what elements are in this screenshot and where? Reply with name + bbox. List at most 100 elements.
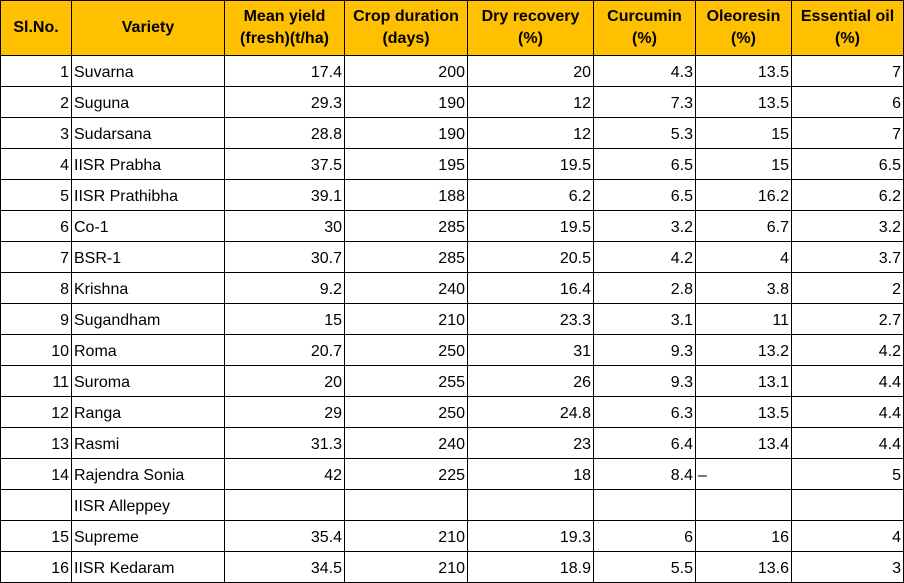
cell-mean-yield: 30 <box>224 210 345 242</box>
cell-curcumin: 6 <box>593 520 696 552</box>
cell-sl-no: 4 <box>0 148 72 180</box>
cell-crop-duration: 255 <box>344 365 468 397</box>
cell-oleoresin: 16 <box>695 520 792 552</box>
cell-dry-recovery: 26 <box>467 365 594 397</box>
cell-oleoresin: 13.5 <box>695 55 792 87</box>
cell-essential-oil: 3 <box>791 551 904 583</box>
cell-dry-recovery: 19.3 <box>467 520 594 552</box>
cell-essential-oil <box>791 489 904 521</box>
cell-mean-yield: 34.5 <box>224 551 345 583</box>
cell-curcumin: 5.5 <box>593 551 696 583</box>
cell-oleoresin: 13.5 <box>695 396 792 428</box>
table-row: 11 Suroma 20 255 26 9.3 13.1 4.4 <box>0 365 904 397</box>
header-oleoresin-line1: Oleoresin <box>706 8 781 25</box>
cell-crop-duration: 195 <box>344 148 468 180</box>
cell-mean-yield: 28.8 <box>224 117 345 149</box>
cell-essential-oil: 6 <box>791 86 904 118</box>
cell-oleoresin: 6.7 <box>695 210 792 242</box>
cell-curcumin: 4.3 <box>593 55 696 87</box>
cell-dry-recovery: 23 <box>467 427 594 459</box>
cell-dry-recovery: 12 <box>467 117 594 149</box>
cell-crop-duration: 188 <box>344 179 468 211</box>
cell-dry-recovery: 6.2 <box>467 179 594 211</box>
cell-mean-yield: 17.4 <box>224 55 345 87</box>
cell-oleoresin: 13.1 <box>695 365 792 397</box>
cell-oleoresin: – <box>695 458 792 490</box>
cell-dry-recovery: 12 <box>467 86 594 118</box>
cell-crop-duration: 200 <box>344 55 468 87</box>
cell-sl-no: 1 <box>0 55 72 87</box>
cell-mean-yield: 9.2 <box>224 272 345 304</box>
cell-curcumin: 6.3 <box>593 396 696 428</box>
cell-mean-yield: 31.3 <box>224 427 345 459</box>
cell-curcumin: 4.2 <box>593 241 696 273</box>
cell-dry-recovery: 19.5 <box>467 148 594 180</box>
cell-mean-yield: 29.3 <box>224 86 345 118</box>
cell-sl-no: 2 <box>0 86 72 118</box>
cell-curcumin: 6.4 <box>593 427 696 459</box>
cell-sl-no <box>0 489 72 521</box>
header-curcumin: Curcumin (%) <box>593 0 696 56</box>
cell-variety: Sudarsana <box>71 117 225 149</box>
table-row: 12 Ranga 29 250 24.8 6.3 13.5 4.4 <box>0 396 904 428</box>
table-row: 10 Roma 20.7 250 31 9.3 13.2 4.2 <box>0 334 904 366</box>
cell-crop-duration: 285 <box>344 241 468 273</box>
cell-variety: IISR Prabha <box>71 148 225 180</box>
cell-variety: IISR Kedaram <box>71 551 225 583</box>
cell-variety: Ranga <box>71 396 225 428</box>
cell-oleoresin <box>695 489 792 521</box>
table-body: 1 Suvarna 17.4 200 20 4.3 13.5 7 2 Suguna 29.3 190… <box>0 55 904 583</box>
header-curcumin-line2: (%) <box>632 30 657 47</box>
cell-variety: Rasmi <box>71 427 225 459</box>
cell-dry-recovery <box>467 489 594 521</box>
header-curcumin-line1: Curcumin <box>607 8 682 25</box>
cell-curcumin: 5.3 <box>593 117 696 149</box>
cell-crop-duration: 250 <box>344 396 468 428</box>
cell-oleoresin: 15 <box>695 117 792 149</box>
cell-mean-yield: 42 <box>224 458 345 490</box>
cell-variety: Supreme <box>71 520 225 552</box>
cell-sl-no: 13 <box>0 427 72 459</box>
cell-oleoresin: 4 <box>695 241 792 273</box>
table-row: 2 Suguna 29.3 190 12 7.3 13.5 6 <box>0 86 904 118</box>
table-header: Sl.No. Variety Mean yield (fresh)(t/ha) C… <box>0 0 904 56</box>
table-row: 16 IISR Kedaram 34.5 210 18.9 5.5 13.6 3 <box>0 551 904 583</box>
header-sl-no: Sl.No. <box>0 0 72 56</box>
header-crop-duration: Crop duration (days) <box>344 0 468 56</box>
header-mean-yield-line1: Mean yield <box>243 8 326 25</box>
cell-curcumin: 3.2 <box>593 210 696 242</box>
cell-essential-oil: 4.4 <box>791 396 904 428</box>
header-sl-no-label: Sl.No. <box>13 19 59 36</box>
table-row: 15 Supreme 35.4 210 19.3 6 16 4 <box>0 520 904 552</box>
cell-oleoresin: 13.2 <box>695 334 792 366</box>
cell-essential-oil: 3.2 <box>791 210 904 242</box>
cell-variety: Krishna <box>71 272 225 304</box>
header-variety: Variety <box>71 0 225 56</box>
cell-mean-yield: 20 <box>224 365 345 397</box>
cell-curcumin: 6.5 <box>593 148 696 180</box>
cell-essential-oil: 7 <box>791 55 904 87</box>
cell-essential-oil: 4 <box>791 520 904 552</box>
cell-mean-yield: 30.7 <box>224 241 345 273</box>
header-essential-oil-line2: (%) <box>835 30 860 47</box>
cell-oleoresin: 16.2 <box>695 179 792 211</box>
table-row: 8 Krishna 9.2 240 16.4 2.8 3.8 2 <box>0 272 904 304</box>
table-row: 7 BSR-1 30.7 285 20.5 4.2 4 3.7 <box>0 241 904 273</box>
cell-oleoresin: 13.4 <box>695 427 792 459</box>
cell-essential-oil: 4.4 <box>791 365 904 397</box>
cell-mean-yield: 20.7 <box>224 334 345 366</box>
header-oleoresin-line2: (%) <box>731 30 756 47</box>
cell-crop-duration: 190 <box>344 117 468 149</box>
cell-curcumin: 8.4 <box>593 458 696 490</box>
cell-sl-no: 9 <box>0 303 72 335</box>
cell-essential-oil: 6.2 <box>791 179 904 211</box>
cell-variety: Roma <box>71 334 225 366</box>
cell-variety: IISR Alleppey <box>71 489 225 521</box>
cell-sl-no: 7 <box>0 241 72 273</box>
cell-essential-oil: 3.7 <box>791 241 904 273</box>
cell-essential-oil: 4.4 <box>791 427 904 459</box>
cell-mean-yield <box>224 489 345 521</box>
cell-dry-recovery: 31 <box>467 334 594 366</box>
table-row: 4 IISR Prabha 37.5 195 19.5 6.5 15 6.5 <box>0 148 904 180</box>
cell-curcumin: 9.3 <box>593 334 696 366</box>
